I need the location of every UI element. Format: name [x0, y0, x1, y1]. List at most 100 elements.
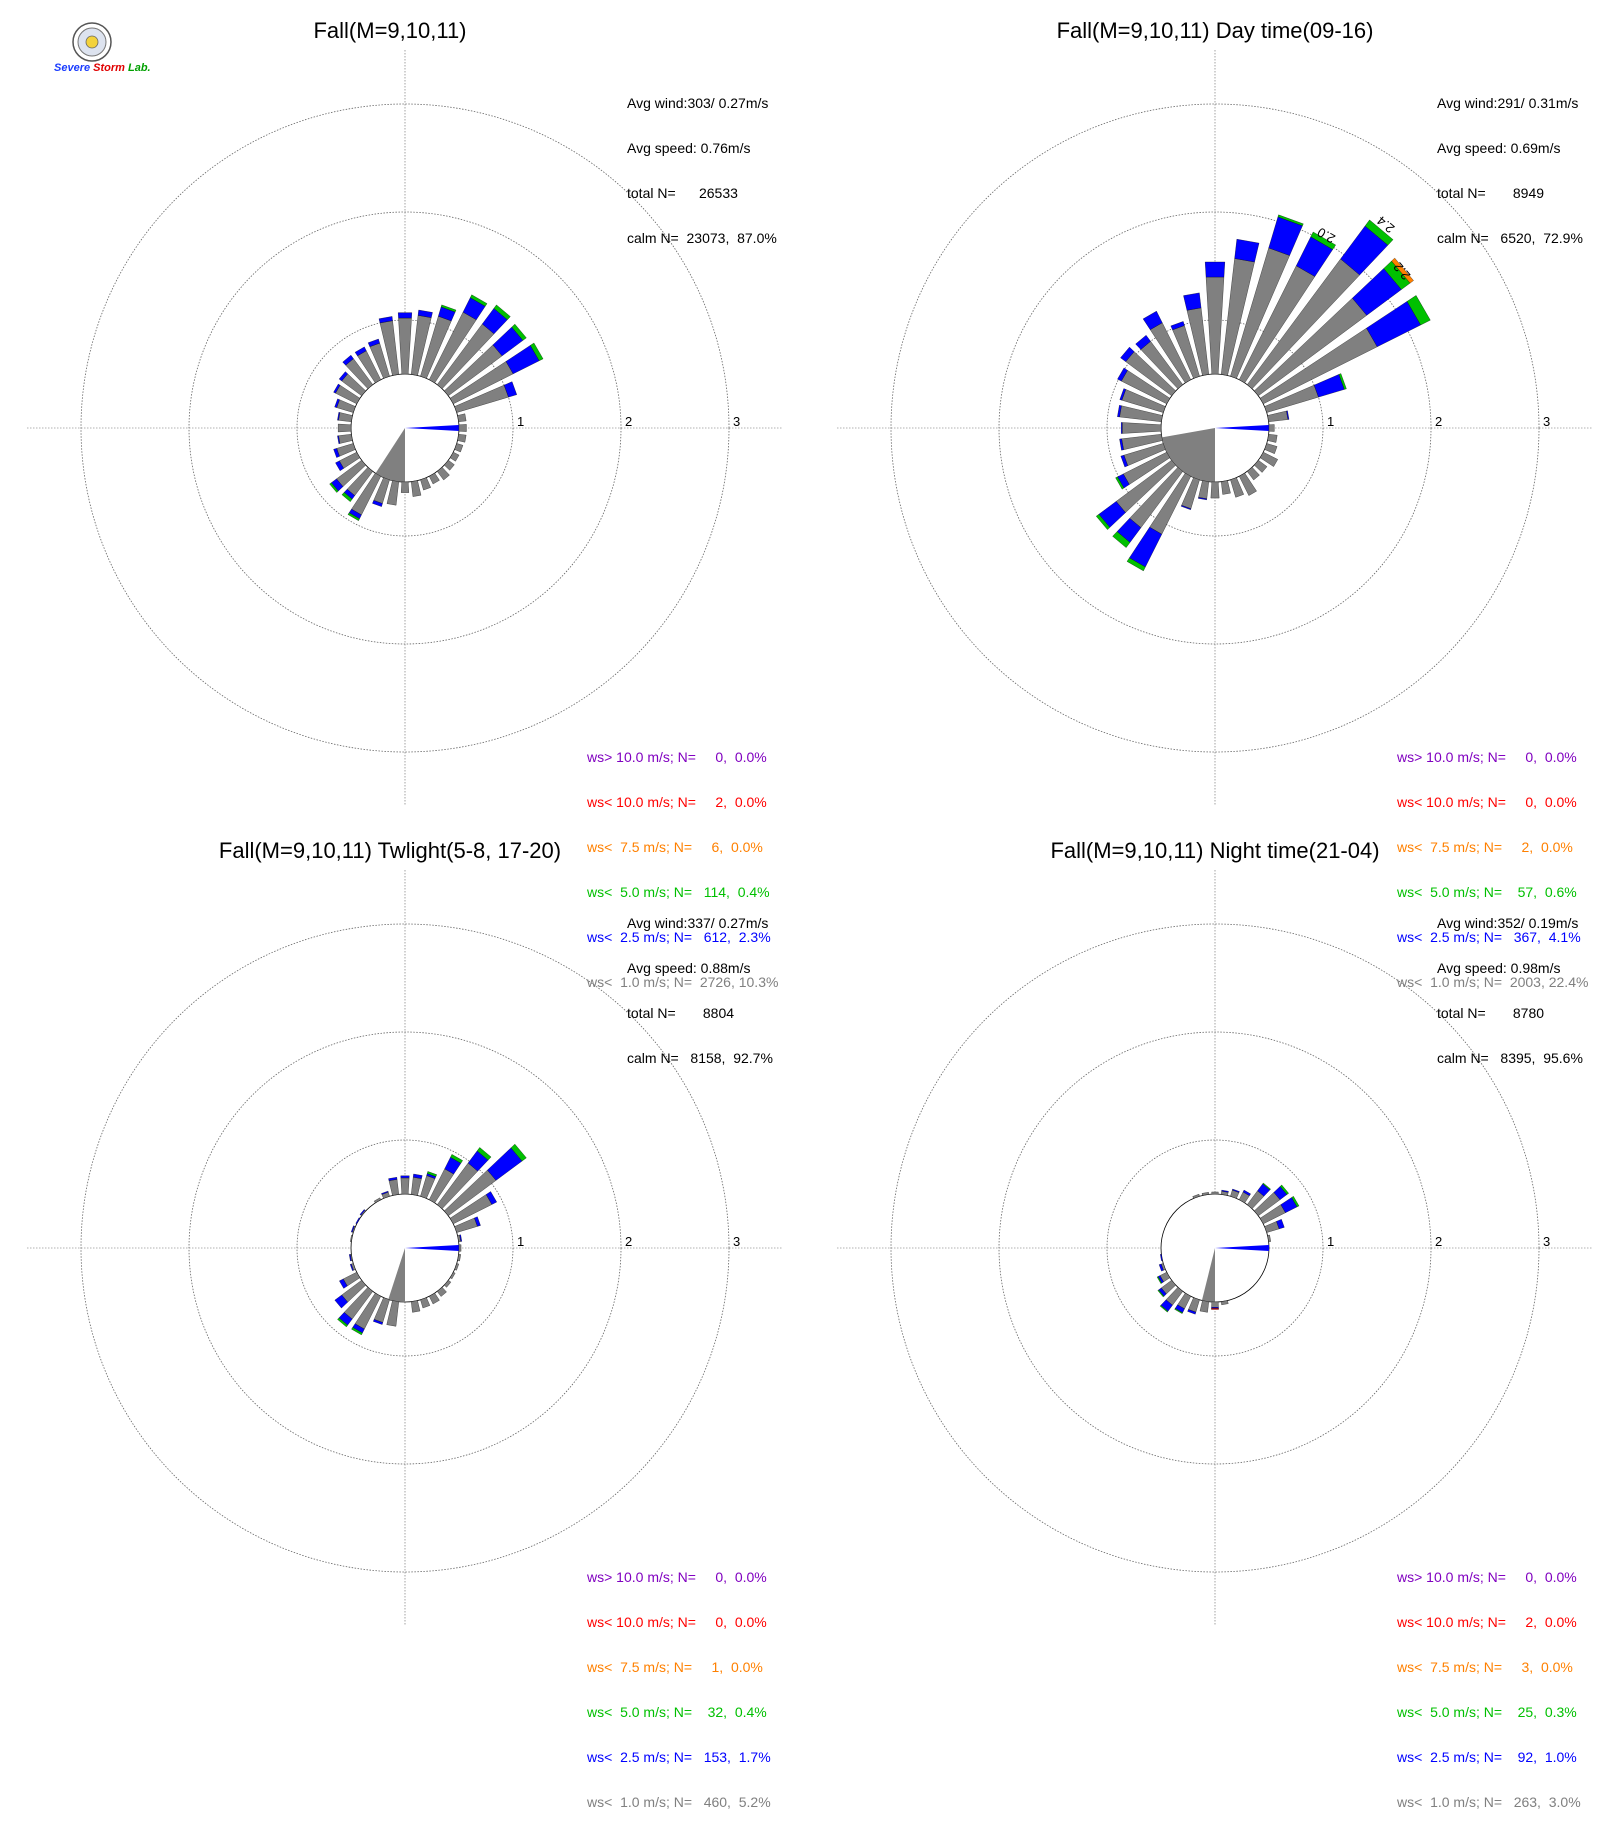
- bar-sector-250: [367, 338, 390, 379]
- bar-sector-140: [1157, 1279, 1176, 1298]
- bar-segment-blue: [333, 448, 340, 458]
- bar-sector-290: [1230, 214, 1304, 379]
- panel-title: Fall(M=9,10,11): [313, 18, 467, 43]
- lab-logo-text: Severe Storm Lab.: [54, 62, 151, 74]
- bar-segment-green: [1406, 295, 1431, 326]
- bar-sector-30: [449, 1271, 456, 1280]
- bar-segment-gray: [1211, 1301, 1219, 1308]
- bar-sector-320: [1254, 1184, 1289, 1217]
- bar-segment-gray: [388, 1179, 399, 1196]
- bar-sector-340: [454, 381, 517, 413]
- bar-segment-blue: [400, 1175, 410, 1179]
- bar-sector-110: [372, 477, 390, 507]
- bar-segment-blue: [1158, 1263, 1164, 1272]
- bar-segment-gray: [1122, 422, 1162, 434]
- calm-wedge: [1201, 1248, 1215, 1302]
- bar-sector-90: [1210, 481, 1220, 499]
- bar-segment-blue: [1313, 374, 1345, 398]
- mean-vector: [1215, 1245, 1269, 1251]
- bar-sector-260: [388, 1177, 399, 1196]
- bar-segment-gray: [1211, 1191, 1219, 1195]
- bar-sector-150: [1156, 1271, 1171, 1284]
- bar-segment-blue: [1117, 367, 1128, 382]
- stats-block: Avg wind:337/ 0.27m/s Avg speed: 0.88m/s…: [627, 886, 773, 1096]
- bar-sector-280: [1221, 239, 1260, 376]
- legend-entry: ws< 5.0 m/s; N= 25, 0.3%: [1397, 1704, 1577, 1720]
- bar-segment-blue: [334, 1294, 348, 1309]
- bar-segment-gray: [1259, 451, 1278, 467]
- bar-segment-green: [1291, 1196, 1300, 1208]
- bar-sector-300: [1238, 1189, 1251, 1204]
- mean-vector: [405, 1245, 459, 1251]
- bar-segment-blue: [349, 1263, 354, 1271]
- avg-speed-line: Avg speed: 0.88m/s: [627, 960, 751, 976]
- legend-entry: ws< 5.0 m/s; N= 114, 0.4%: [587, 884, 770, 900]
- bar-segment-gray: [457, 434, 467, 443]
- bar-segment-blue: [373, 1319, 383, 1325]
- bar-sector-320: [444, 323, 527, 397]
- bar-sector-350: [1267, 410, 1290, 422]
- bar-sector-170: [349, 1254, 353, 1262]
- bar-segment-blue: [459, 1234, 463, 1242]
- bar-sector-170: [337, 434, 353, 444]
- bar-sector-160: [1158, 1263, 1166, 1272]
- bar-segment-blue: [1221, 1189, 1229, 1193]
- legend-entry: ws< 1.0 m/s; N= 460, 5.2%: [587, 1794, 771, 1810]
- bar-segment-blue: [1170, 321, 1185, 331]
- bar-sector-30: [449, 451, 460, 462]
- bar-segment-blue: [1183, 292, 1202, 311]
- bar-sector-310: [1246, 1182, 1271, 1209]
- bar-segment-green: [440, 304, 457, 313]
- bar-segment-green: [476, 1147, 492, 1161]
- bar-segment-blue: [1234, 239, 1260, 263]
- bar-sector-130: [337, 1287, 374, 1328]
- bar-sector-190: [1117, 405, 1163, 422]
- ring-label: 2: [625, 1234, 632, 1249]
- bar-segment-gray: [457, 413, 467, 422]
- bar-sector-210: [333, 383, 361, 405]
- bar-segment-blue: [1119, 388, 1126, 401]
- stats-block: Avg wind:291/ 0.31m/s Avg speed: 0.69m/s…: [1437, 66, 1583, 276]
- logo-word-storm: Storm: [93, 62, 125, 74]
- bar-sector-260: [1201, 1192, 1209, 1196]
- bar-segment-blue: [397, 312, 413, 319]
- legend-entry: ws< 1.0 m/s; N= 263, 3.0%: [1397, 1794, 1581, 1810]
- bar-segment-blue: [335, 460, 344, 472]
- bar-sector-310: [1246, 219, 1394, 389]
- legend-entry: ws< 7.5 m/s; N= 2, 0.0%: [1397, 839, 1573, 855]
- bar-segment-blue: [355, 1217, 361, 1225]
- bar-segment-green: [510, 1143, 527, 1162]
- bar-sector-280: [411, 1173, 423, 1196]
- bar-segment-blue: [1135, 335, 1151, 350]
- avg-speed-line: Avg speed: 0.69m/s: [1437, 140, 1561, 156]
- bar-segment-gray: [436, 1287, 447, 1297]
- calm-n-line: calm N= 6520, 72.9%: [1437, 230, 1583, 246]
- bar-segment-green: [1310, 231, 1336, 250]
- bar-sector-320: [1254, 257, 1414, 397]
- bar-segment-green: [450, 1154, 463, 1164]
- bar-segment-blue: [413, 1173, 423, 1179]
- bar-segment-blue: [367, 338, 380, 347]
- bar-sector-340: [1264, 1219, 1285, 1233]
- bar-sector-10: [457, 1254, 461, 1262]
- stats-block: Avg wind:352/ 0.19m/s Avg speed: 0.98m/s…: [1437, 886, 1583, 1096]
- bar-sector-290: [1230, 1188, 1240, 1199]
- bar-segment-blue: [417, 309, 433, 318]
- bar-segment-blue: [378, 316, 393, 324]
- bar-sector-200: [1119, 388, 1166, 413]
- bar-segment-blue: [337, 435, 341, 444]
- bar-segment-green: [1115, 476, 1125, 490]
- bar-sector-130: [1112, 467, 1184, 548]
- bar-segment-gray: [1198, 480, 1209, 499]
- legend: ws> 10.0 m/s; N= 0, 0.0% ws< 10.0 m/s; N…: [587, 1540, 771, 1840]
- bar-sector-0: [458, 424, 467, 432]
- bar-sector-170: [1119, 434, 1163, 451]
- bar-segment-green: [1156, 1276, 1163, 1284]
- bar-sector-260: [378, 316, 399, 376]
- bar-sector-50: [436, 467, 450, 481]
- avg-wind-line: Avg wind:291/ 0.31m/s: [1437, 95, 1579, 111]
- bar-sector-340: [1264, 373, 1347, 413]
- bar-sector-350: [457, 413, 467, 422]
- bar-segment-blue: [372, 500, 383, 507]
- bar-segment-blue: [1187, 1309, 1197, 1315]
